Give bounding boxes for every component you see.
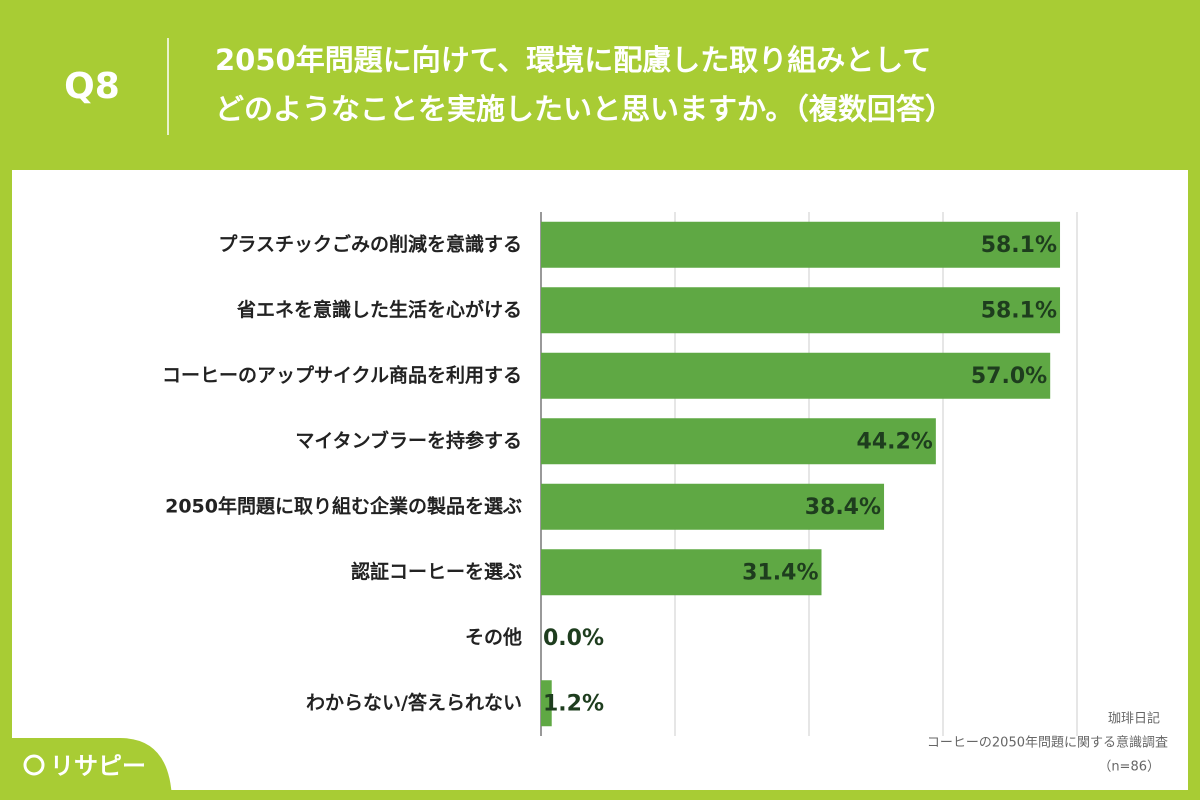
value-label: 0.0% bbox=[543, 626, 604, 651]
bar bbox=[541, 418, 936, 465]
bar bbox=[541, 287, 1061, 334]
y-tick-label: その他 bbox=[465, 625, 522, 648]
value-label: 1.2% bbox=[543, 691, 604, 716]
plot: プラスチックごみの削減を意識する 58.1% 省エネを意識した生活を心がける 58.1… bbox=[162, 212, 1078, 736]
value-label: 38.4% bbox=[805, 495, 881, 520]
y-tick-label: わからない/答えられない bbox=[306, 691, 522, 714]
logo: リサピー bbox=[50, 752, 146, 780]
title-line: どのようなことを実施したいと思いますか。（複数回答） bbox=[215, 92, 954, 126]
source-sample: （n=86） bbox=[1098, 760, 1160, 775]
y-tick-label: マイタンブラーを持参する bbox=[295, 429, 522, 452]
y-tick-label: 認証コーヒーを選ぶ bbox=[351, 560, 522, 583]
value-label: 58.1% bbox=[981, 298, 1057, 323]
y-tick-label: コーヒーのアップサイクル商品を利用する bbox=[162, 363, 522, 386]
bar bbox=[541, 221, 1061, 268]
title-line: 2050年問題に向けて、環境に配慮した取り組みとして bbox=[215, 43, 931, 77]
y-tick-label: 省エネを意識した生活を心がける bbox=[236, 298, 522, 321]
value-label: 58.1% bbox=[981, 233, 1057, 258]
value-label: 57.0% bbox=[971, 364, 1047, 389]
value-label: 31.4% bbox=[742, 560, 818, 585]
bar bbox=[541, 549, 822, 596]
y-tick-label: 2050年問題に取り組む企業の製品を選ぶ bbox=[165, 494, 522, 517]
bar bbox=[541, 483, 885, 530]
bar bbox=[541, 352, 1051, 399]
question-number: Q8 bbox=[64, 66, 120, 107]
y-tick-label: プラスチックごみの削減を意識する bbox=[218, 232, 522, 255]
value-label: 44.2% bbox=[857, 429, 933, 454]
source-survey: コーヒーの2050年問題に関する意識調査 bbox=[927, 735, 1168, 751]
logo-icon bbox=[23, 754, 45, 776]
source-name: 珈琲日記 bbox=[1108, 711, 1160, 727]
bar bbox=[541, 680, 552, 727]
panel bbox=[12, 170, 1188, 790]
logo-badge bbox=[0, 738, 172, 800]
